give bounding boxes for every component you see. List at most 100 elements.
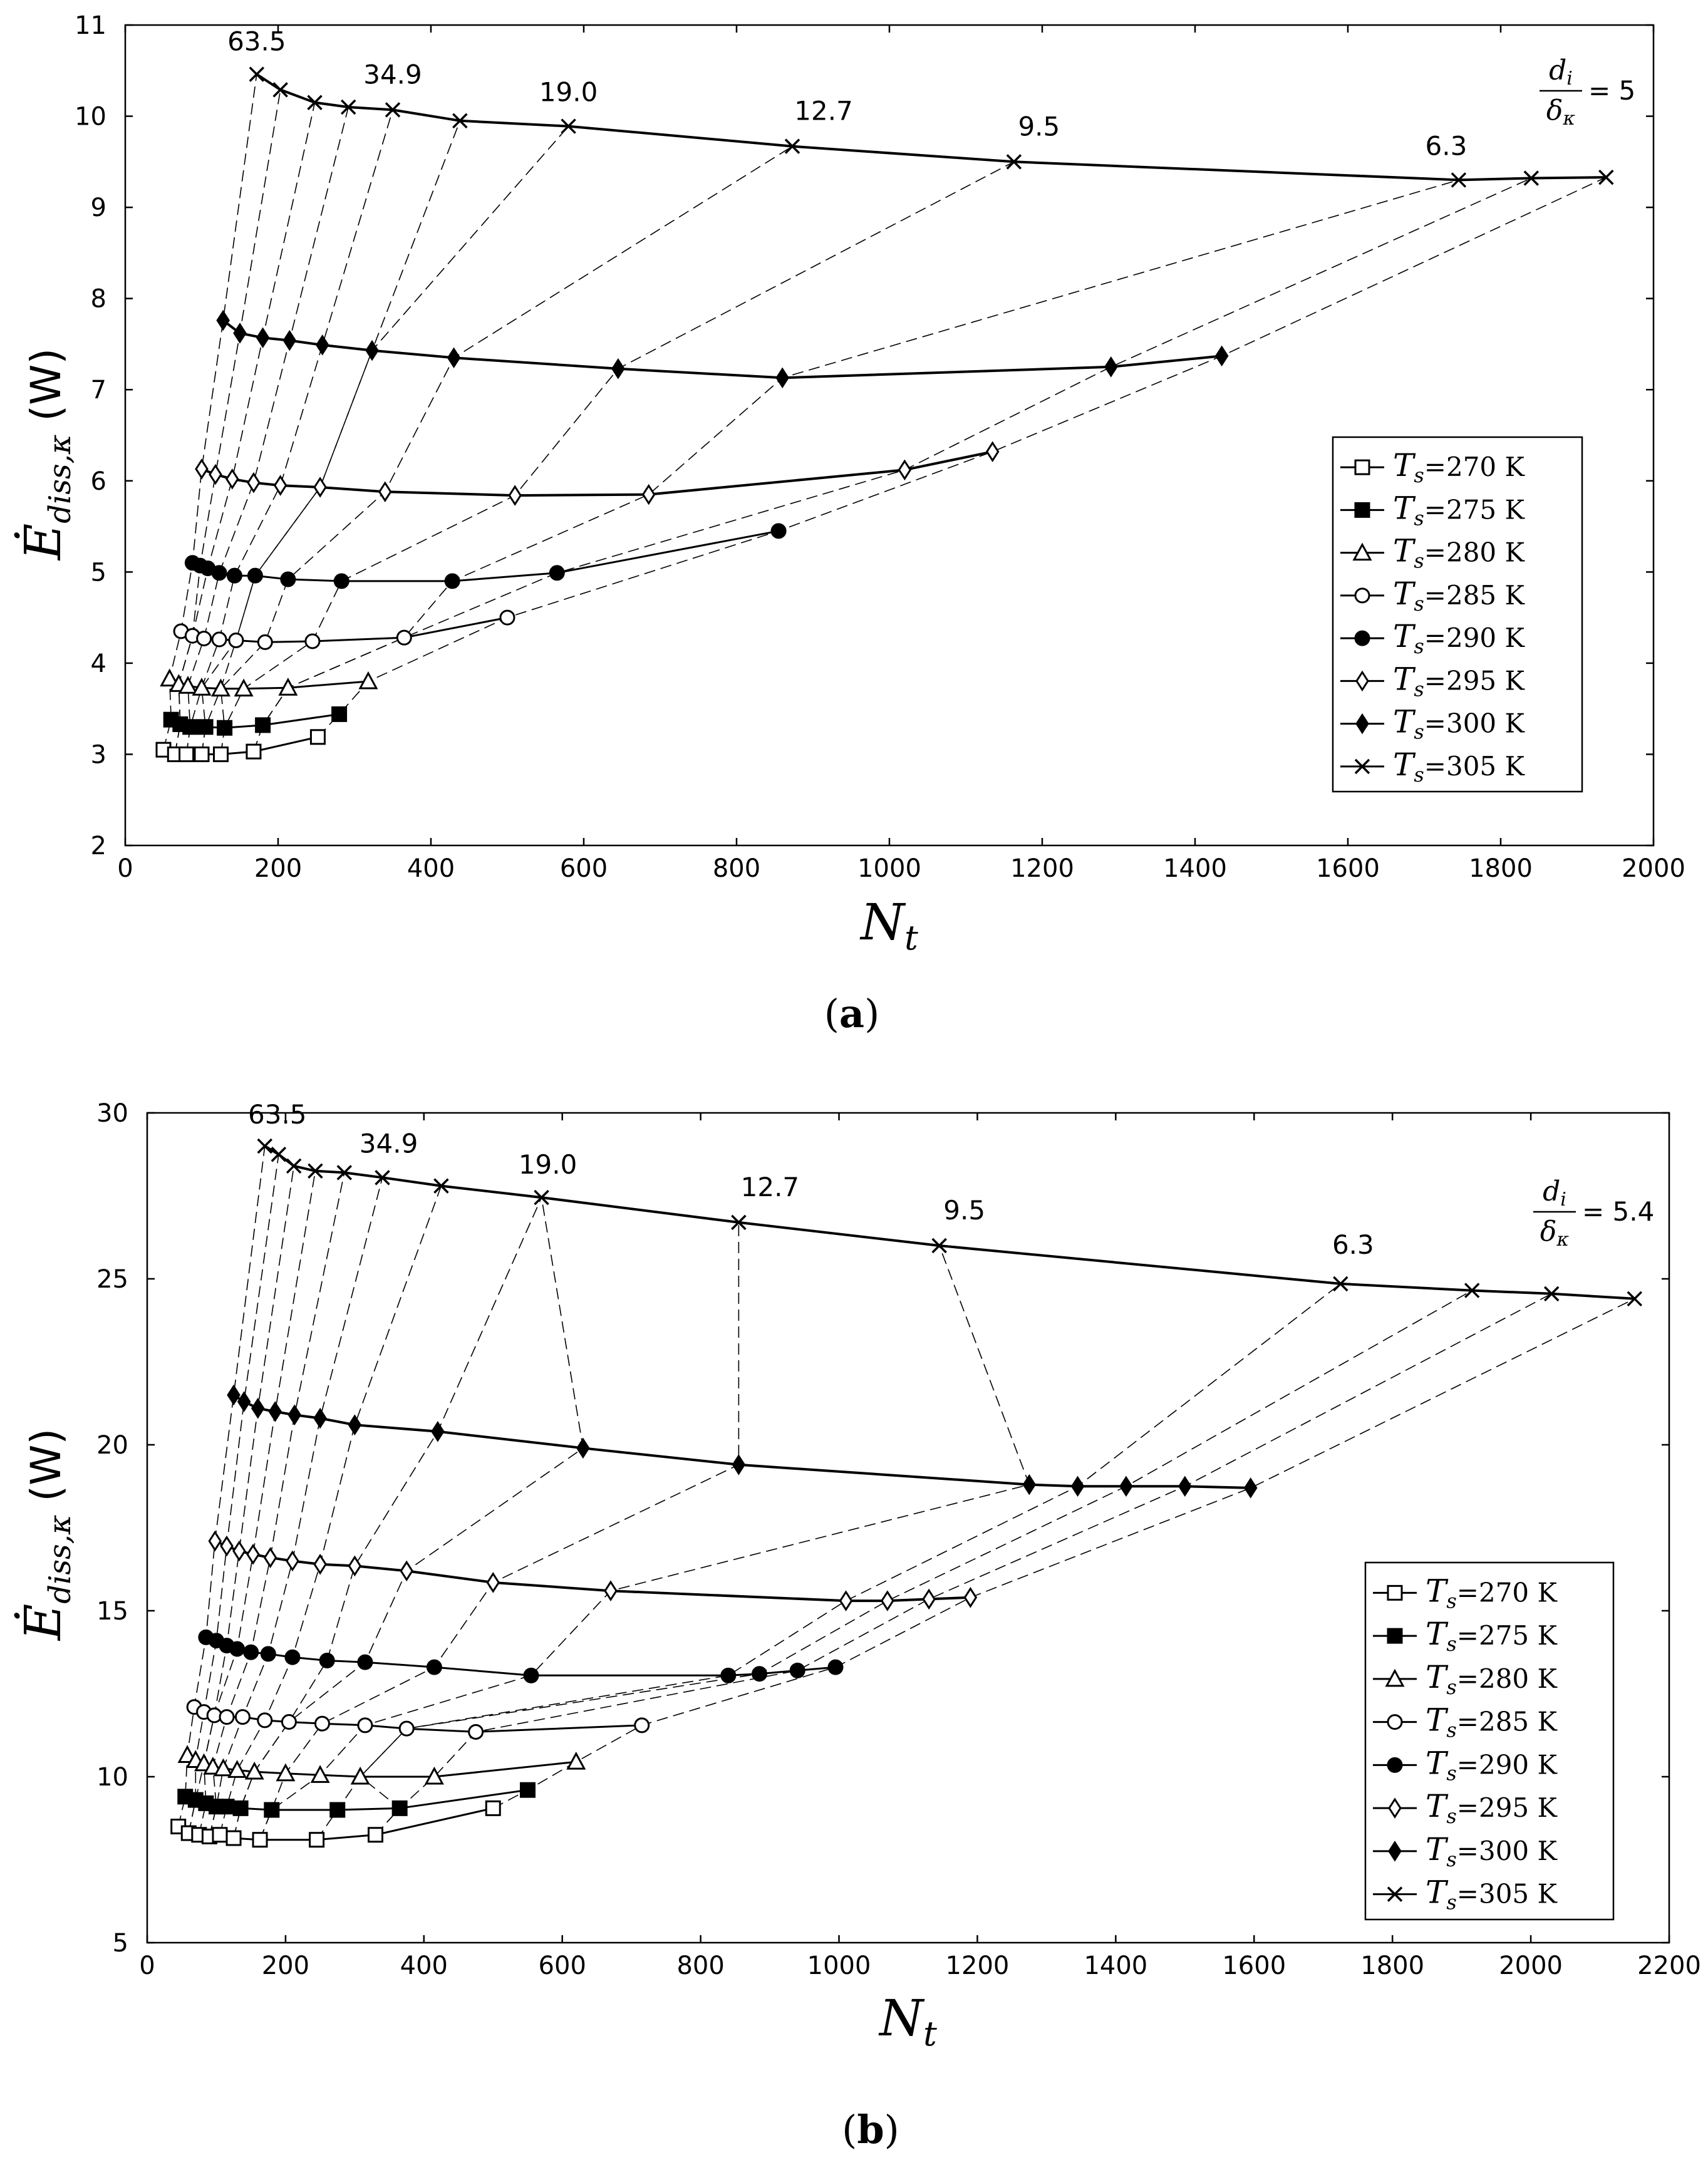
fraction-denominator: δκ <box>1546 95 1576 130</box>
legend-entry: Ts=305 K <box>1340 747 1525 787</box>
data-point <box>209 463 222 485</box>
series-295K <box>208 1530 978 1611</box>
ratio-label: 6.3 <box>1332 1229 1374 1260</box>
data-point <box>368 1827 383 1843</box>
data-point <box>341 99 356 115</box>
series-300K <box>227 1384 1258 1499</box>
series-line <box>233 1393 1251 1489</box>
data-point <box>827 1659 844 1675</box>
legend-label: Ts=275 K <box>1426 1616 1558 1656</box>
legend-entry: Ts=285 K <box>1340 576 1525 616</box>
data-point <box>611 358 625 380</box>
legend-entry: Ts=305 K <box>1373 1874 1558 1914</box>
data-point <box>225 1830 242 1846</box>
legend-marker <box>1354 630 1370 646</box>
data-point <box>784 138 800 154</box>
data-point <box>468 1723 484 1740</box>
series-290K <box>184 523 787 589</box>
data-point <box>486 1572 500 1593</box>
iso-ratio-dashed-line <box>220 145 793 755</box>
data-point <box>160 668 180 687</box>
data-point <box>232 1540 246 1562</box>
legend-entry: Ts=295 K <box>1373 1788 1558 1828</box>
data-point <box>523 1667 539 1683</box>
series-280K <box>160 668 378 697</box>
data-point <box>329 1802 346 1818</box>
data-point <box>211 565 227 581</box>
data-point <box>251 1397 265 1419</box>
legend-entry: Ts=295 K <box>1340 661 1525 701</box>
data-point <box>281 1714 297 1730</box>
data-point <box>752 1666 768 1682</box>
series-300K <box>216 309 1229 389</box>
legend: Ts=270 KTs=275 KTs=280 KTs=285 KTs=290 K… <box>1332 436 1583 793</box>
y-tick-label: 9 <box>91 194 106 222</box>
legend-entry: Ts=275 K <box>1373 1616 1558 1656</box>
data-point <box>243 1644 259 1660</box>
data-point <box>549 565 565 581</box>
data-point <box>1598 169 1614 185</box>
data-point <box>252 1832 268 1848</box>
data-point <box>228 633 244 648</box>
data-point <box>195 458 209 480</box>
ratio-label: 12.7 <box>741 1172 800 1202</box>
legend-marker <box>1354 459 1370 475</box>
series-305K <box>249 66 1614 188</box>
legend-label: Ts=280 K <box>1426 1659 1558 1699</box>
data-point <box>508 485 522 506</box>
x-tick-label: 2200 <box>1637 1951 1701 1980</box>
plot-frame <box>146 1112 1670 1944</box>
data-point <box>278 678 298 696</box>
x-tick-label: 800 <box>713 854 760 883</box>
data-point <box>1022 1474 1037 1496</box>
series-295K <box>195 441 1000 506</box>
data-point <box>192 678 212 696</box>
data-point <box>315 334 329 356</box>
iso-ratio-dashed-line <box>185 106 349 755</box>
data-point <box>213 1758 234 1777</box>
y-tick-label: 30 <box>96 1099 128 1128</box>
legend-marker <box>1387 1757 1403 1773</box>
data-point <box>1243 1477 1258 1499</box>
x-tick-label: 1000 <box>807 1951 871 1980</box>
fraction-denominator: δκ <box>1540 1216 1570 1251</box>
ratio-label: 9.5 <box>943 1195 985 1226</box>
iso-ratio-dashed-line <box>177 1145 266 1827</box>
legend-label: Ts=270 K <box>1426 1573 1558 1613</box>
data-point <box>331 706 348 722</box>
data-point <box>203 1756 223 1775</box>
iso-ratio-dashed-line <box>233 1197 584 1839</box>
x-tick-label: 1000 <box>857 854 921 883</box>
data-point <box>1333 1276 1348 1292</box>
legend-marker <box>1387 1628 1403 1644</box>
legend-marker <box>1385 1668 1405 1687</box>
series-line <box>256 73 1607 182</box>
data-point <box>350 1766 370 1785</box>
data-point <box>1627 1291 1643 1307</box>
x-tick-label: 0 <box>139 1951 155 1980</box>
legend-label: Ts=290 K <box>1393 618 1525 658</box>
iso-ratio-dashed-line <box>316 1283 1341 1841</box>
data-point <box>217 720 233 736</box>
data-point <box>313 1554 327 1575</box>
data-point <box>447 347 461 369</box>
data-point <box>276 1763 296 1782</box>
data-point <box>244 1761 264 1780</box>
data-point <box>287 1404 302 1426</box>
series-285K <box>173 609 515 650</box>
data-point <box>226 567 242 584</box>
data-point <box>391 1800 408 1816</box>
data-point <box>336 1165 353 1181</box>
x-axis-label: Nt <box>859 893 918 958</box>
data-point <box>1006 154 1022 170</box>
iso-ratio-dashed-line <box>163 74 257 750</box>
data-point <box>731 1214 747 1231</box>
y-tick-label: 15 <box>96 1597 128 1626</box>
legend-entry: Ts=290 K <box>1340 618 1525 658</box>
data-point <box>208 1530 222 1552</box>
data-point <box>309 729 326 745</box>
data-point <box>197 719 214 735</box>
legend: Ts=270 KTs=275 KTs=280 KTs=285 KTs=290 K… <box>1364 1561 1615 1921</box>
data-point <box>963 1587 978 1608</box>
